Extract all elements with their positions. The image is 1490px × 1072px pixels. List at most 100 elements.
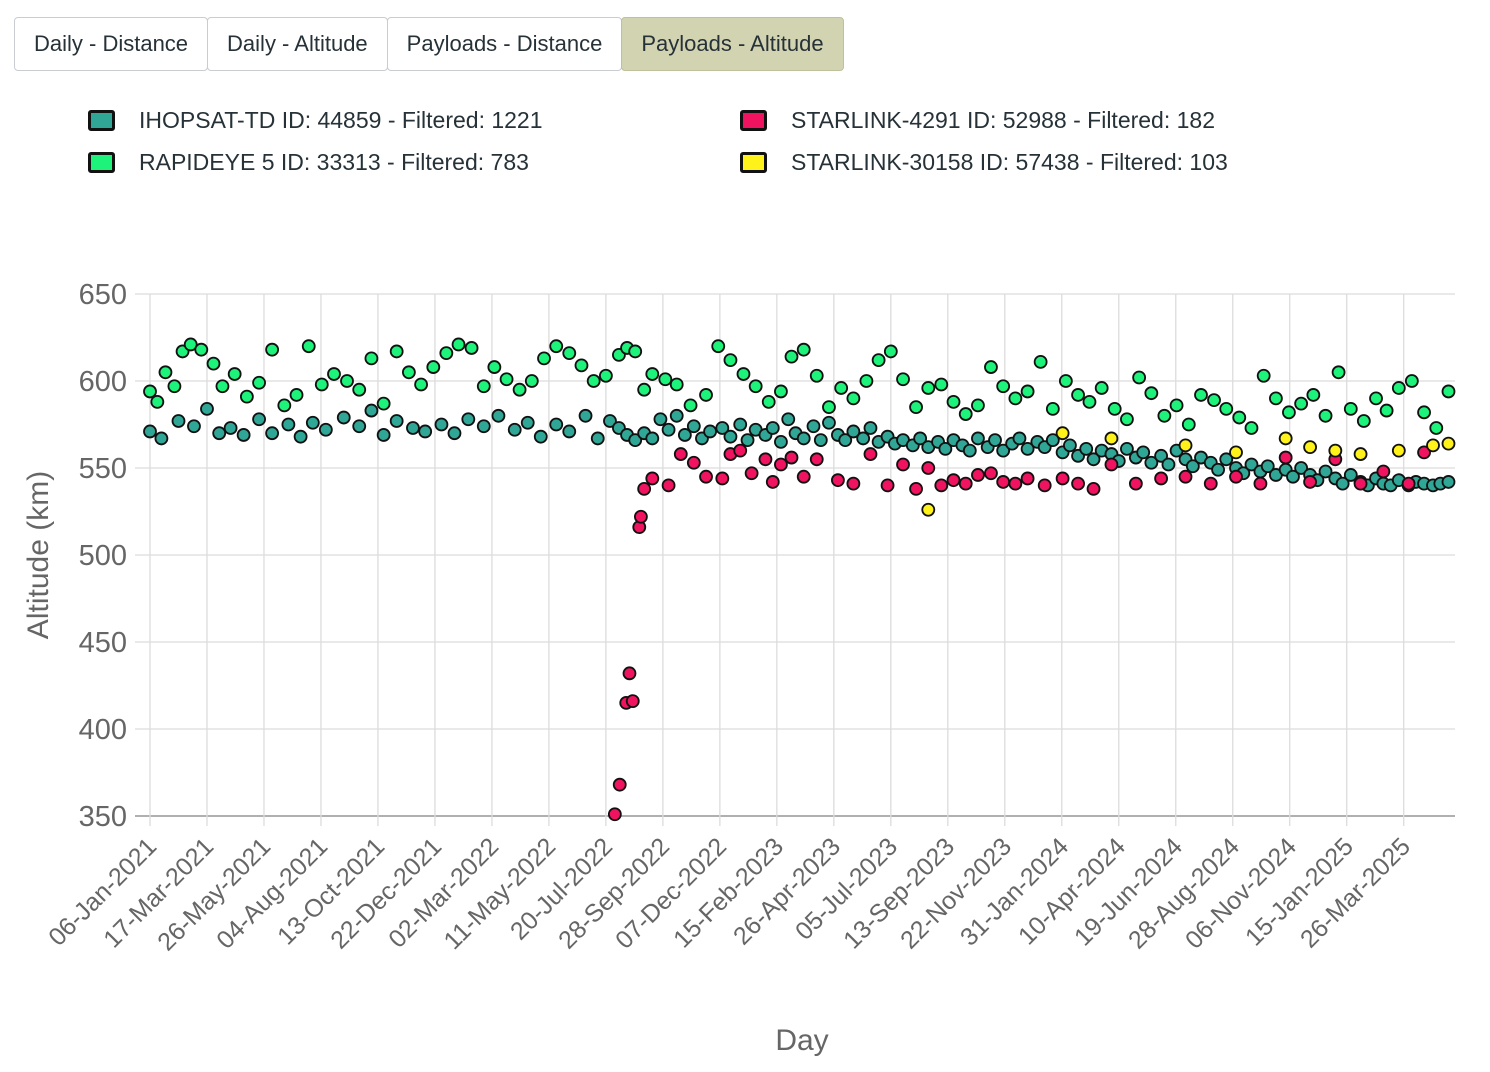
data-point xyxy=(909,400,923,415)
data-point xyxy=(1343,468,1358,482)
legend-item-ihopsat[interactable]: IHOPSAT-TD ID: 44859 - Filtered: 1221 xyxy=(88,105,543,135)
data-point xyxy=(921,502,936,517)
tab-payloads-distance[interactable]: Payloads - Distance xyxy=(386,17,623,71)
legend-label-rapideye: RAPIDEYE 5 ID: 33313 - Filtered: 783 xyxy=(139,148,529,175)
data-point xyxy=(1229,469,1243,484)
data-point xyxy=(813,433,828,448)
data-point xyxy=(645,431,660,446)
data-point xyxy=(723,353,738,368)
y-tick-label: 650 xyxy=(79,279,127,311)
data-point xyxy=(512,382,527,397)
data-point xyxy=(1260,459,1275,474)
data-point xyxy=(318,422,333,437)
data-point xyxy=(1404,374,1419,388)
data-point xyxy=(406,421,420,435)
data-point xyxy=(645,367,660,381)
data-point xyxy=(183,337,198,352)
data-point xyxy=(896,457,910,472)
data-point xyxy=(1154,471,1169,486)
data-point xyxy=(1185,459,1200,474)
data-point xyxy=(1379,403,1394,418)
data-point xyxy=(1376,464,1391,479)
data-point xyxy=(765,421,780,435)
data-point xyxy=(1154,448,1169,463)
data-point xyxy=(187,419,201,434)
data-point xyxy=(723,429,738,444)
data-point xyxy=(1256,368,1271,383)
data-point xyxy=(699,388,713,402)
data-point xyxy=(578,408,593,423)
data-point xyxy=(281,417,296,432)
data-point xyxy=(223,421,238,435)
legend-swatch-rapideye xyxy=(88,151,115,173)
tab-payloads-altitude[interactable]: Payloads - Altitude xyxy=(621,17,844,71)
tab-daily-distance[interactable]: Daily - Distance xyxy=(14,17,209,71)
data-point xyxy=(562,424,577,439)
legend-item-rapideye[interactable]: RAPIDEYE 5 ID: 33313 - Filtered: 783 xyxy=(88,147,529,177)
data-point xyxy=(913,431,928,446)
data-point xyxy=(883,344,898,359)
data-point xyxy=(289,388,304,402)
data-point xyxy=(451,337,466,352)
data-point xyxy=(653,412,668,427)
data-point xyxy=(389,414,404,428)
data-point xyxy=(607,807,622,822)
data-point xyxy=(1086,481,1101,496)
data-point xyxy=(1161,457,1176,472)
data-point xyxy=(1008,476,1023,491)
data-point xyxy=(1328,443,1343,458)
data-point xyxy=(212,426,227,441)
data-point xyxy=(314,377,329,392)
data-point xyxy=(822,400,836,415)
y-axis-ticks: 650 600 550 500 450 400 350 xyxy=(79,279,127,833)
data-point xyxy=(896,372,910,387)
y-tick-label: 400 xyxy=(79,714,127,746)
data-point xyxy=(1086,452,1101,467)
data-point xyxy=(1294,461,1309,475)
data-point xyxy=(1417,445,1431,460)
data-point xyxy=(265,426,280,441)
data-point xyxy=(1033,354,1048,369)
data-point xyxy=(603,414,617,428)
tab-daily-altitude[interactable]: Daily - Altitude xyxy=(207,17,388,71)
data-point xyxy=(598,368,613,383)
data-point xyxy=(1020,441,1035,456)
data-point xyxy=(476,379,491,394)
data-point xyxy=(439,346,454,361)
data-point xyxy=(733,443,748,458)
data-point xyxy=(364,351,379,366)
data-point xyxy=(1282,405,1296,420)
data-point xyxy=(863,447,878,461)
data-point xyxy=(1369,391,1383,406)
data-point xyxy=(934,478,949,493)
data-point xyxy=(1203,476,1218,491)
data-point xyxy=(1219,452,1234,467)
data-point xyxy=(781,412,796,427)
data-point xyxy=(1037,478,1052,493)
data-point xyxy=(507,422,522,437)
data-point xyxy=(677,428,692,442)
data-point xyxy=(628,344,643,359)
data-point xyxy=(863,421,878,435)
data-point xyxy=(1426,438,1440,453)
legend-item-starlink-4291[interactable]: STARLINK-4291 ID: 52988 - Filtered: 182 xyxy=(740,105,1215,135)
data-point xyxy=(1278,450,1293,465)
data-point xyxy=(1306,388,1321,402)
data-point xyxy=(946,473,961,488)
data-point xyxy=(252,412,266,427)
data-point xyxy=(1253,476,1268,491)
y-tick-label: 600 xyxy=(79,366,127,398)
data-point xyxy=(934,377,949,392)
data-point xyxy=(1104,431,1119,446)
legend-item-starlink-30158[interactable]: STARLINK-30158 ID: 57438 - Filtered: 103 xyxy=(740,147,1228,177)
data-point xyxy=(761,394,776,409)
data-point xyxy=(796,469,811,484)
data-point xyxy=(622,666,637,681)
data-point xyxy=(1401,476,1416,491)
data-point xyxy=(1219,401,1234,416)
data-point xyxy=(1391,443,1406,458)
data-point xyxy=(418,424,433,439)
data-point xyxy=(996,443,1011,458)
legend-label-starlink-4291: STARLINK-4291 ID: 52988 - Filtered: 182 xyxy=(791,106,1216,133)
